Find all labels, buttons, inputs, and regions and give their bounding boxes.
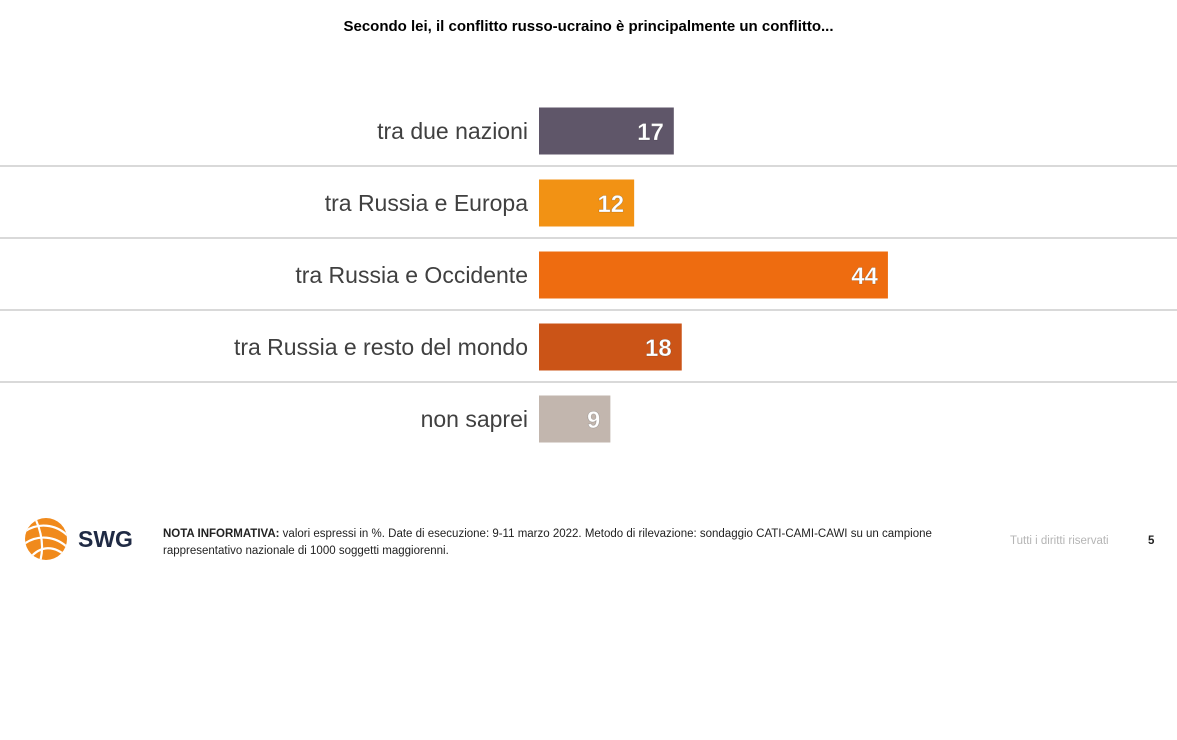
note-text: valori espressi in %. Date di esecuzione… <box>163 528 932 557</box>
bar-chart: tra due nazioni 17 tra Russia e Europa 12 tr… <box>0 107 1177 443</box>
logo-text: SWG <box>78 526 133 552</box>
category-label: tra Russia e Europa <box>325 190 528 216</box>
value-label: 12 <box>597 191 624 218</box>
note-label: NOTA INFORMATIVA: <box>163 528 280 540</box>
category-label: non saprei <box>421 406 528 432</box>
swg-logo-icon <box>25 518 67 560</box>
rights-text: Tutti i diritti riservati <box>1010 535 1109 547</box>
bar <box>539 179 635 227</box>
footer-note: NOTA INFORMATIVA: valori espressi in %. … <box>163 526 983 560</box>
value-label: 17 <box>637 119 664 146</box>
page-number: 5 <box>1148 535 1155 547</box>
category-label: tra due nazioni <box>377 118 528 144</box>
value-label: 18 <box>645 335 672 362</box>
value-label: 9 <box>587 407 600 434</box>
bar <box>539 251 888 299</box>
bar <box>539 107 674 155</box>
bar <box>539 323 682 371</box>
bar <box>539 395 611 443</box>
category-label: tra Russia e Occidente <box>295 262 528 288</box>
value-label: 44 <box>851 263 878 290</box>
chart-title: Secondo lei, il conflitto russo-ucraino … <box>343 18 834 35</box>
category-label: tra Russia e resto del mondo <box>234 334 528 360</box>
